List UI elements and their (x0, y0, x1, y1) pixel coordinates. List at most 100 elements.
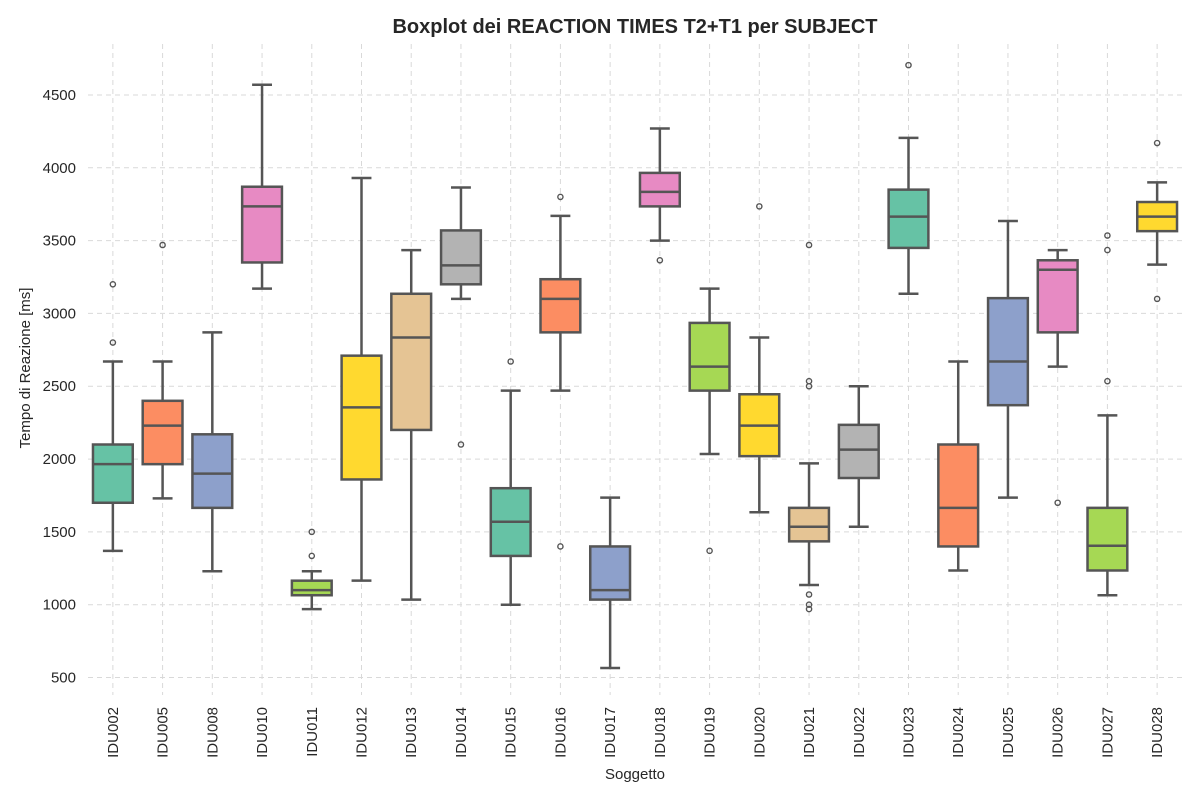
x-tick-label: IDU015 (503, 707, 520, 758)
outlier-point (308, 528, 316, 536)
outlier-point (557, 193, 564, 201)
y-axis-label: Tempo di Reazione [ms] (17, 288, 34, 449)
y-ticks: 500 1000 1500 2000 2500 3000 3500 4000 4500 (43, 87, 76, 687)
y-tick-label: 1000 (43, 597, 76, 614)
outlier-point (1104, 377, 1111, 385)
box-idu013 (390, 248, 433, 601)
box-body (787, 506, 831, 543)
outlier-point (308, 552, 316, 560)
box-idu008 (191, 331, 234, 573)
outlier-point (805, 241, 813, 249)
outlier-point (557, 543, 564, 550)
x-tick-label: IDU012 (354, 707, 371, 758)
box-idu017 (588, 496, 632, 670)
outlier-point (1054, 499, 1061, 507)
x-tick-label: IDU011 (304, 707, 321, 757)
box-idu026 (1036, 248, 1079, 507)
box-idu020 (738, 203, 781, 514)
outlier-point (457, 441, 465, 448)
outlier-point (159, 241, 166, 249)
outlier-point (805, 605, 813, 613)
box-body (191, 433, 234, 510)
y-tick-label: 2500 (43, 378, 76, 395)
outlier-point (1153, 295, 1161, 303)
y-tick-label: 2000 (43, 451, 76, 468)
y-tick-label: 1500 (43, 524, 76, 541)
outlier-point (805, 591, 813, 598)
y-tick-label: 4000 (43, 160, 76, 177)
outlier-point (1153, 139, 1161, 147)
box-body (1036, 259, 1079, 334)
outlier-point (905, 61, 912, 69)
box-body (688, 321, 731, 392)
x-tick-label: IDU022 (851, 707, 868, 758)
box-idu011 (290, 528, 333, 611)
x-tick-label: IDU008 (204, 707, 221, 758)
box-idu002 (91, 281, 135, 553)
box-body (91, 443, 135, 505)
outlier-point (109, 281, 117, 288)
outlier-point (1104, 232, 1111, 239)
x-ticks: IDU002 IDU005 IDU008 IDU010 IDU011 IDU012 IDU0… (105, 707, 1166, 758)
x-tick-label: IDU002 (105, 707, 122, 758)
y-tick-label: 3500 (43, 233, 76, 250)
outlier-point (109, 339, 117, 346)
x-tick-label: IDU028 (1149, 707, 1166, 758)
box-idu019 (688, 287, 731, 555)
outlier-point (756, 203, 763, 210)
x-tick-label: IDU016 (552, 707, 569, 758)
box-idu024 (937, 360, 980, 572)
outlier-point (805, 377, 813, 385)
x-tick-label: IDU023 (901, 707, 918, 758)
x-tick-label: IDU026 (1050, 707, 1067, 758)
box-body (390, 292, 433, 432)
x-tick-label: IDU027 (1099, 707, 1116, 758)
x-tick-label: IDU025 (1000, 707, 1017, 758)
box-idu027 (1086, 232, 1129, 597)
x-tick-label: IDU005 (155, 707, 172, 758)
y-tick-label: 4500 (43, 87, 76, 104)
box-body (340, 354, 383, 481)
outlier-point (706, 547, 713, 555)
outlier-point (656, 256, 664, 264)
box-body (588, 545, 632, 601)
box-body (887, 188, 930, 250)
x-tick-label: IDU019 (702, 707, 719, 758)
x-tick-label: IDU018 (652, 707, 669, 758)
box-body (1086, 506, 1129, 572)
box-body (986, 296, 1030, 407)
boxes (91, 61, 1179, 670)
box-idu012 (340, 176, 383, 582)
outlier-point (507, 358, 514, 365)
box-idu010 (240, 83, 284, 290)
y-tick-label: 500 (51, 670, 76, 687)
x-tick-label: IDU010 (254, 707, 271, 758)
x-tick-label: IDU017 (602, 707, 619, 758)
box-body (240, 185, 284, 264)
box-body (638, 171, 682, 208)
x-tick-label: IDU013 (403, 707, 420, 758)
box-body (290, 579, 333, 597)
x-axis-label: Soggetto (605, 766, 665, 783)
box-idu014 (439, 186, 483, 448)
box-idu025 (986, 219, 1030, 499)
chart-title: Boxplot dei REACTION TIMES T2+T1 per SUB… (392, 16, 877, 38)
box-body (539, 277, 582, 334)
box-body (837, 423, 880, 480)
y-tick-label: 3000 (43, 305, 76, 322)
box-idu023 (887, 61, 930, 296)
box-idu015 (489, 358, 532, 606)
box-body (937, 443, 980, 548)
box-idu021 (787, 241, 831, 613)
outlier-point (805, 601, 813, 609)
box-body (439, 229, 483, 286)
box-idu022 (837, 384, 880, 529)
x-tick-label: IDU021 (801, 707, 818, 758)
box-idu018 (638, 127, 682, 264)
x-tick-label: IDU020 (751, 707, 768, 758)
x-tick-label: IDU014 (453, 707, 470, 758)
box-idu005 (141, 241, 184, 500)
box-idu016 (539, 193, 582, 550)
